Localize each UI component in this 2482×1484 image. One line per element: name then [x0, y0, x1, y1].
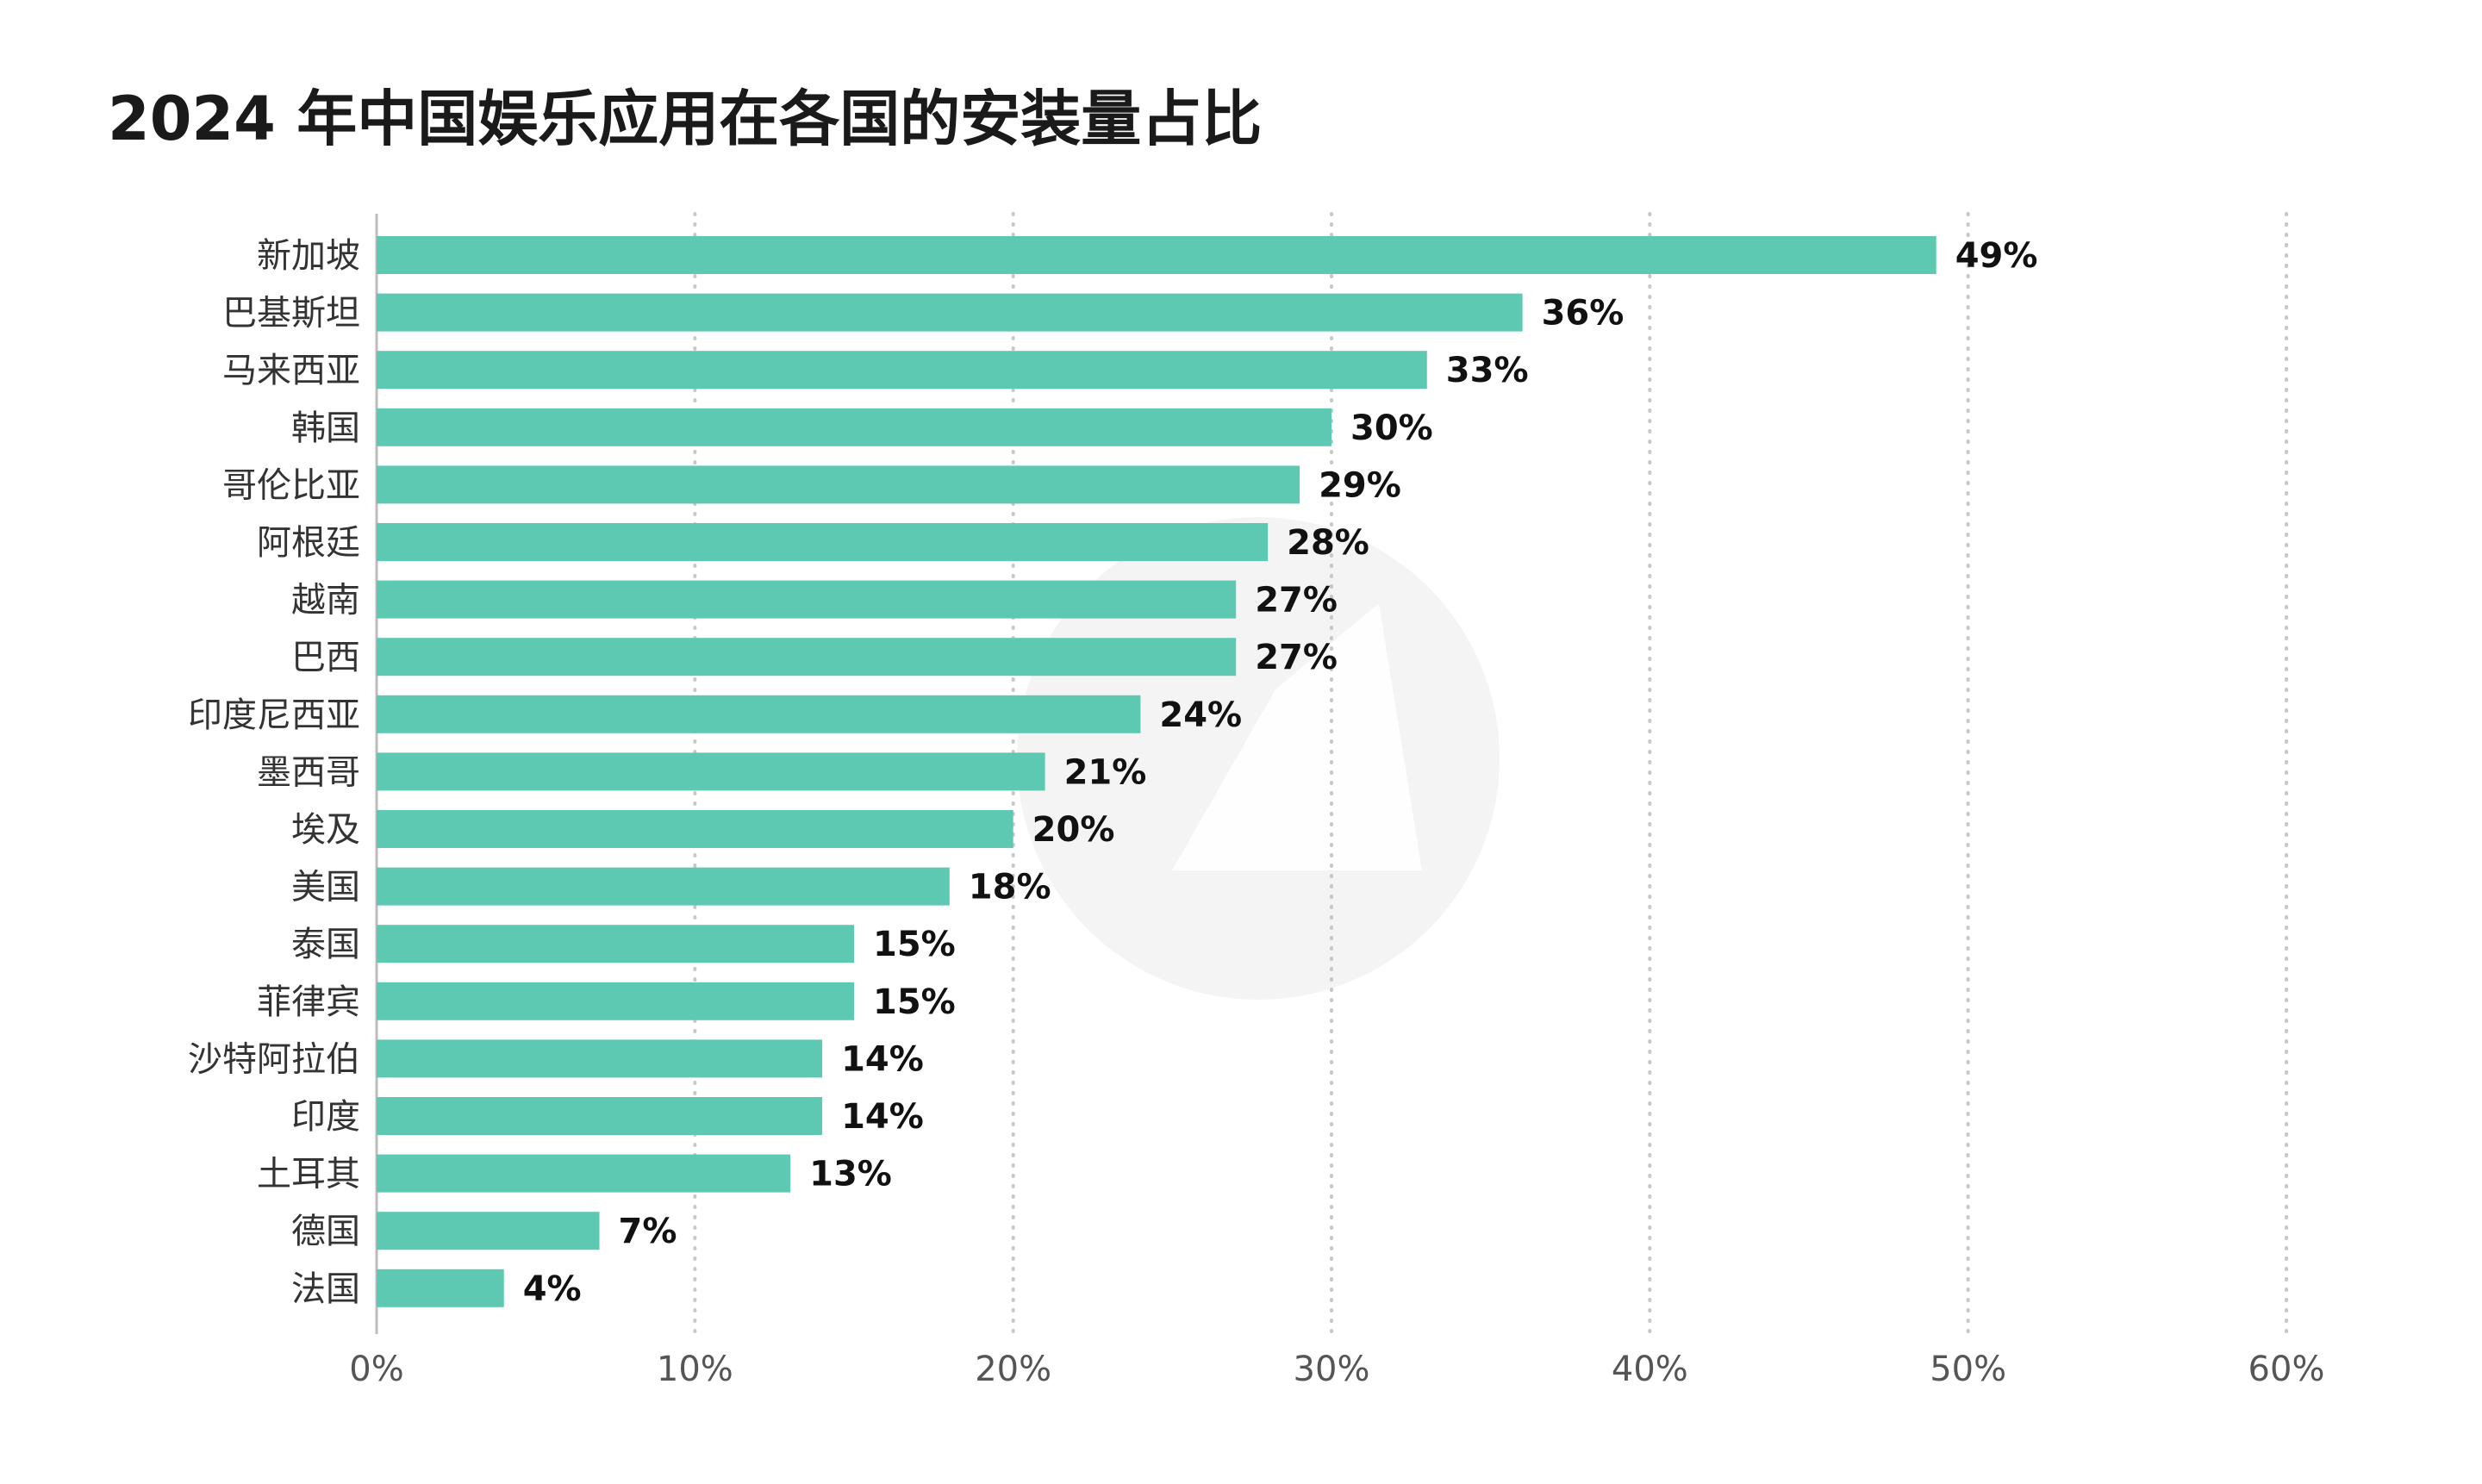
category-label: 韩国	[291, 408, 360, 448]
bar	[377, 695, 1141, 733]
bar	[377, 925, 854, 963]
value-label: 13%	[809, 1155, 892, 1194]
category-label: 哥伦比亚	[222, 465, 360, 505]
value-label: 7%	[619, 1212, 677, 1251]
bar	[377, 293, 1523, 332]
value-label: 27%	[1255, 581, 1338, 620]
category-label: 巴基斯坦	[222, 294, 360, 334]
x-tick-label: 20%	[975, 1350, 1051, 1389]
value-label: 36%	[1542, 294, 1625, 334]
x-tick-label: 50%	[1930, 1350, 2006, 1389]
bar	[377, 810, 1013, 848]
x-tick-label: 0%	[349, 1350, 403, 1389]
x-tick-label: 60%	[2248, 1350, 2325, 1389]
value-label: 27%	[1255, 638, 1338, 677]
value-label: 18%	[969, 868, 1051, 907]
value-label: 28%	[1287, 523, 1369, 563]
bar	[377, 1212, 600, 1250]
bar	[377, 351, 1427, 390]
category-label: 墨西哥	[257, 752, 360, 792]
category-label: 印度尼西亚	[188, 695, 360, 735]
bar	[377, 408, 1331, 446]
watermark-logo-icon	[1017, 517, 1500, 1000]
bar	[377, 1097, 823, 1135]
category-label: 新加坡	[257, 236, 360, 276]
chart-title: 2024 年中国娱乐应用在各国的安装量占比	[108, 84, 1262, 154]
bars	[377, 236, 1936, 1307]
category-label: 美国	[291, 868, 360, 907]
bar	[377, 1269, 504, 1307]
bar	[377, 523, 1269, 561]
category-label: 马来西亚	[222, 351, 360, 390]
value-label: 14%	[841, 1097, 924, 1137]
value-labels: 49% 36% 33% 30% 29% 28% 27% 27% 24% 21% 20% 18% 15% 1…	[523, 236, 2038, 1309]
bar	[377, 1039, 823, 1078]
category-label: 越南	[291, 581, 360, 620]
bar	[377, 580, 1237, 619]
bar	[377, 982, 854, 1020]
category-label: 阿根廷	[257, 523, 360, 563]
category-label: 印度	[291, 1097, 360, 1137]
category-label: 菲律宾	[257, 982, 360, 1022]
value-label: 15%	[873, 925, 956, 964]
bar	[377, 867, 950, 906]
value-label: 20%	[1032, 810, 1115, 850]
bar	[377, 752, 1045, 791]
x-tick-label: 40%	[1612, 1350, 1688, 1389]
bar	[377, 465, 1300, 504]
value-label: 33%	[1446, 351, 1529, 390]
value-label: 15%	[873, 982, 956, 1022]
bar	[377, 236, 1936, 274]
category-label: 土耳其	[257, 1155, 360, 1194]
x-axis-tick-labels: 0% 10% 20% 30% 40% 50% 60%	[349, 1350, 2324, 1389]
x-tick-label: 30%	[1294, 1350, 1370, 1389]
x-tick-label: 10%	[657, 1350, 733, 1389]
category-label: 法国	[291, 1269, 360, 1309]
value-label: 21%	[1064, 752, 1147, 792]
value-label: 4%	[523, 1269, 582, 1309]
value-label: 49%	[1955, 236, 2038, 276]
value-label: 29%	[1319, 465, 1401, 505]
category-label: 巴西	[291, 638, 360, 677]
category-label: 沙特阿拉伯	[188, 1039, 360, 1079]
value-label: 24%	[1159, 695, 1242, 735]
bar	[377, 638, 1237, 677]
category-label: 埃及	[291, 810, 360, 850]
value-label: 14%	[841, 1039, 924, 1079]
value-label: 30%	[1350, 408, 1433, 448]
category-label: 泰国	[291, 925, 360, 964]
category-labels: 新加坡巴基斯坦马来西亚韩国哥伦比亚阿根廷越南巴西印度尼西亚墨西哥埃及美国泰国菲律…	[188, 236, 360, 1309]
category-label: 德国	[291, 1212, 360, 1251]
bar	[377, 1154, 791, 1193]
